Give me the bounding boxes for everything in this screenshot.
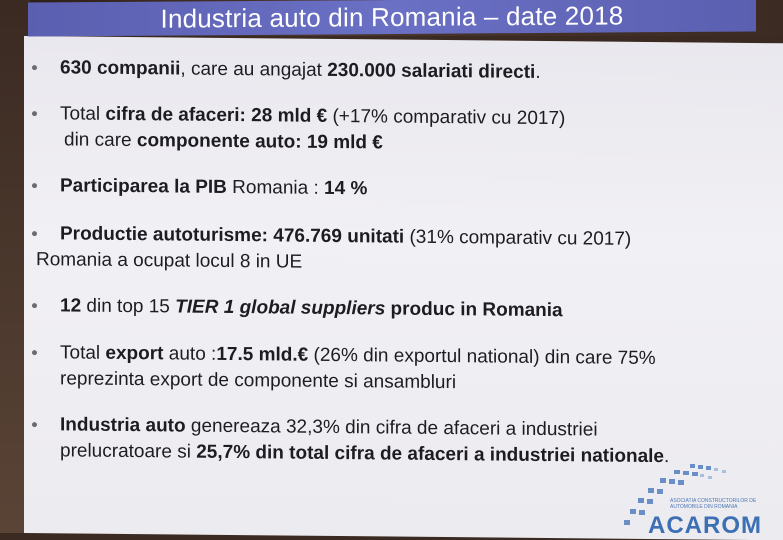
- text-run: cifra de afaceri: 28 mld €: [105, 103, 328, 127]
- bullet-item: Total export auto :17.5 mld.€ (26% din e…: [24, 341, 764, 393]
- text-run: 25,7% din total cifra de afaceri a indus…: [196, 441, 664, 468]
- text-run: .: [535, 61, 541, 83]
- bullet-item: 630 companii, care au angajat 230.000 sa…: [24, 56, 764, 83]
- text-run: reprezinta export de componente si ansam…: [60, 368, 457, 394]
- logo-tagline: ASOCIATIA CONSTRUCTORILOR DE AUTOMOBILE …: [670, 498, 757, 510]
- text-run: , care au angajat: [180, 58, 328, 81]
- bullet-line-2: prelucratoare si 25,7% din total cifra d…: [60, 439, 669, 469]
- acarom-logo: ASOCIATIA CONSTRUCTORILOR DE AUTOMOBILE …: [604, 462, 783, 539]
- text-run: Industria auto: [60, 414, 186, 437]
- logo-name: ACAROM: [648, 512, 762, 539]
- text-run: Romania a ocupat locul 8 in UE: [36, 249, 303, 273]
- text-run: genereaza 32,3% din cifra de afaceri a i…: [185, 415, 598, 441]
- bullet-item: Industria auto genereaza 32,3% din cifra…: [24, 413, 764, 467]
- bullet-line-1: Participarea la PIB Romania : 14 %: [60, 174, 367, 201]
- bullet-dot-icon: [32, 183, 37, 189]
- bullet-item: 12 din top 15 TIER 1 global suppliers pr…: [24, 294, 764, 321]
- slide-title: Industria auto din Romania – date 2018: [28, 0, 756, 37]
- bullet-dot-icon: [32, 303, 37, 309]
- text-run: 17.5 mld.€: [216, 343, 309, 366]
- text-run: Total: [60, 103, 106, 125]
- bullet-line-2: din care componente auto: 19 mld €: [64, 128, 383, 155]
- bullet-line-2: reprezinta export de componente si ansam…: [60, 367, 456, 395]
- text-run: 12: [60, 295, 82, 317]
- bullet-item: Participarea la PIB Romania : 14 %: [24, 174, 764, 199]
- bullet-line-1: Industria auto genereaza 32,3% din cifra…: [60, 413, 598, 442]
- text-run: prelucratoare si: [60, 440, 197, 463]
- text-run: (26% din exportul national) din care 75%: [308, 344, 656, 370]
- text-run: componente auto: 19 mld €: [136, 130, 383, 154]
- text-run: (+17% comparativ cu 2017): [327, 105, 566, 130]
- text-run: auto :: [163, 343, 217, 365]
- text-run: (31% comparativ cu 2017): [404, 226, 632, 250]
- text-run: Participarea la PIB: [60, 175, 227, 198]
- bullet-list: 630 companii, care au angajat 230.000 sa…: [24, 36, 783, 467]
- bullet-dot-icon: [32, 350, 37, 356]
- logo-mark-icon: [624, 464, 726, 525]
- bullet-dot-icon: [32, 422, 37, 428]
- text-run: export: [105, 342, 164, 365]
- text-run: Productie autoturisme: 476.769 unitati: [60, 223, 405, 248]
- text-run: 230.000 salariati directi: [327, 59, 536, 83]
- bullet-line-1: Total export auto :17.5 mld.€ (26% din e…: [60, 341, 656, 371]
- bullet-line-1: Total cifra de afaceri: 28 mld € (+17% c…: [60, 102, 565, 131]
- bullet-dot-icon: [32, 231, 37, 237]
- text-run: produc in Romania: [385, 298, 563, 322]
- bullet-line-1: Productie autoturisme: 476.769 unitati (…: [60, 222, 631, 251]
- text-run: 14 %: [324, 177, 368, 200]
- text-run: Romania :: [226, 176, 325, 199]
- bullet-line-1: 630 companii, care au angajat 230.000 sa…: [60, 56, 541, 85]
- text-run: TIER 1 global suppliers: [175, 296, 386, 320]
- bullet-item: Total cifra de afaceri: 28 mld € (+17% c…: [24, 102, 764, 153]
- text-run: 630 companii: [60, 57, 181, 80]
- text-run: Total: [60, 342, 106, 364]
- text-run: din care: [64, 129, 137, 152]
- bullet-item: Productie autoturisme: 476.769 unitati (…: [24, 222, 764, 273]
- bullet-dot-icon: [32, 65, 37, 71]
- bullet-dot-icon: [32, 111, 37, 117]
- bullet-line-1: 12 din top 15 TIER 1 global suppliers pr…: [60, 294, 563, 323]
- bullet-line-2: Romania a ocupat locul 8 in UE: [36, 248, 302, 275]
- text-run: din top 15: [81, 295, 176, 318]
